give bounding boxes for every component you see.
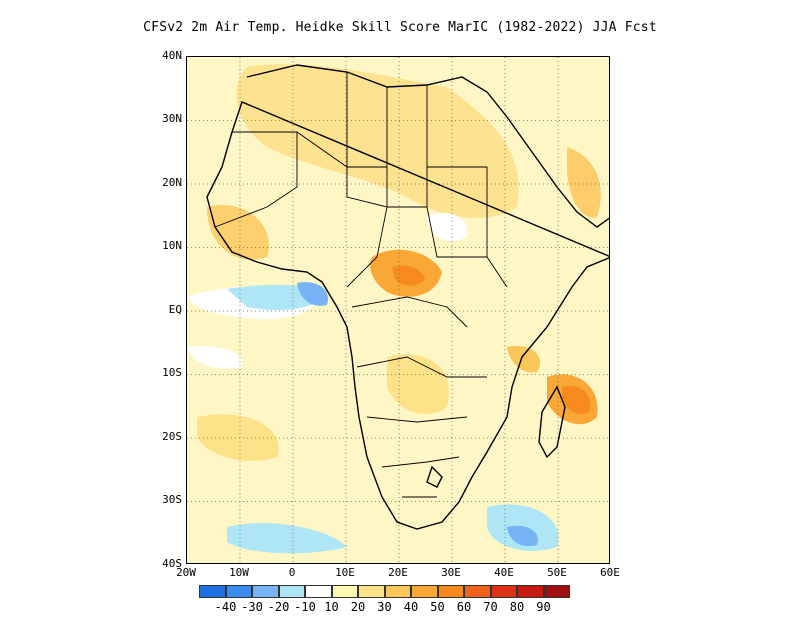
- colorbar-swatch: [252, 585, 279, 598]
- colorbar-label: -20: [267, 600, 290, 614]
- colorbar-swatch: [225, 585, 252, 598]
- y-tick-label: 10S: [162, 366, 182, 379]
- country-borders: [214, 72, 508, 498]
- colorbar-swatch: [517, 585, 544, 598]
- x-tick-label: 20E: [388, 566, 408, 579]
- colorbar-label: -30: [241, 600, 263, 614]
- colorbar-swatch: [199, 585, 226, 598]
- y-tick-label: EQ: [168, 303, 182, 316]
- x-tick-label: 10W: [229, 566, 249, 579]
- y-tick-label: 10N: [162, 239, 182, 252]
- colorbar-swatch: [543, 585, 570, 598]
- colorbar-swatch: [437, 585, 464, 598]
- colorbar-label: -40: [214, 600, 237, 614]
- colorbar-swatch: [464, 585, 491, 598]
- colorbar-label: 50: [430, 600, 445, 614]
- chart-title: CFSv2 2m Air Temp. Heidke Skill Score Ma…: [143, 20, 657, 35]
- colorbar-label: -10: [294, 600, 316, 614]
- colorbar-swatch: [305, 585, 332, 598]
- x-tick-label: 60E: [600, 566, 620, 579]
- y-tick-label: 20S: [162, 430, 182, 443]
- y-tick-label: 40N: [162, 49, 182, 62]
- colorbar-label: 80: [509, 600, 525, 614]
- colorbar-label: 40: [403, 600, 419, 614]
- x-tick-label: 40E: [494, 566, 514, 579]
- africa-skill-map: [187, 57, 609, 563]
- colorbar-label: 70: [483, 600, 498, 614]
- x-tick-label: 10E: [335, 566, 355, 579]
- map-plot-area: [186, 56, 610, 564]
- x-tick-label: 50E: [547, 566, 567, 579]
- colorbar-label: 90: [536, 600, 551, 614]
- colorbar-swatch: [331, 585, 358, 598]
- colorbar-swatch: [490, 585, 517, 598]
- skill-shading: [187, 57, 609, 563]
- colorbar-swatch: [411, 585, 438, 598]
- x-tick-label: 0: [288, 566, 296, 579]
- y-tick-label: 40S: [162, 557, 182, 570]
- colorbar-label: 10: [324, 600, 339, 614]
- colorbar-label: 60: [456, 600, 472, 614]
- y-tick-label: 30S: [162, 493, 182, 506]
- colorbar-swatch: [384, 585, 411, 598]
- colorbar-label: 30: [377, 600, 392, 614]
- y-tick-label: 20N: [162, 176, 182, 189]
- colorbar-swatch: [278, 585, 305, 598]
- y-tick-label: 30N: [162, 112, 182, 125]
- colorbar-label: 20: [350, 600, 366, 614]
- grid-lines: [187, 57, 609, 563]
- colorbar: [199, 585, 570, 598]
- x-tick-label: 20W: [176, 566, 196, 579]
- colorbar-swatch: [358, 585, 385, 598]
- x-tick-label: 30E: [441, 566, 461, 579]
- colorbar-labels: -40 -30 -20 -10 10 20 30 40 50 60 70 80 …: [199, 600, 599, 614]
